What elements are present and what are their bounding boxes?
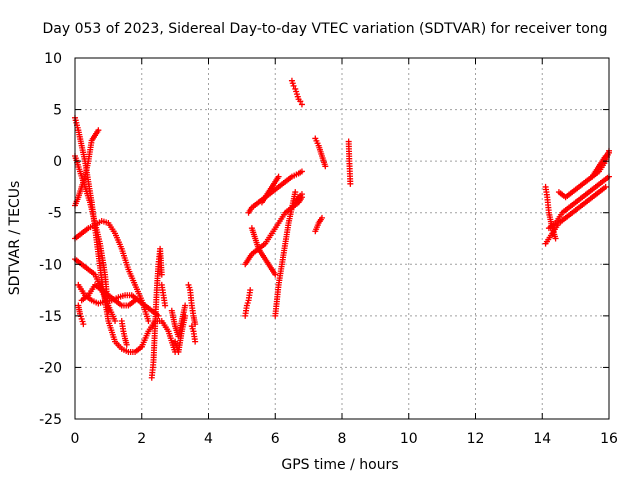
x-tick-label: 8 bbox=[338, 431, 347, 447]
y-tick-label: -20 bbox=[39, 360, 62, 376]
data-series-segment bbox=[188, 323, 199, 345]
data-point bbox=[182, 312, 189, 319]
data-series-segment bbox=[242, 287, 254, 319]
x-tick-label: 10 bbox=[400, 431, 418, 447]
data-series-segment bbox=[545, 173, 612, 232]
y-tick-label: -15 bbox=[39, 309, 62, 325]
data-point bbox=[247, 287, 254, 294]
data-series-segment bbox=[185, 281, 199, 328]
y-tick-label: -25 bbox=[39, 412, 62, 428]
x-tick-label: 4 bbox=[204, 431, 213, 447]
data-point bbox=[297, 98, 304, 105]
y-tick-label: 0 bbox=[53, 154, 62, 170]
x-tick-label: 16 bbox=[600, 431, 618, 447]
data-series-segment bbox=[345, 138, 354, 187]
data-series-segment bbox=[248, 225, 279, 278]
data-point bbox=[292, 189, 299, 196]
x-tick-label: 6 bbox=[271, 431, 280, 447]
data-point bbox=[192, 321, 199, 328]
data-point bbox=[80, 321, 87, 328]
y-tick-labels: 10 5 0 -5 -10 -15 -20 -25 bbox=[39, 51, 62, 428]
data-point bbox=[158, 271, 165, 278]
x-axis-label: GPS time / hours bbox=[281, 457, 398, 473]
y-tick-label: 10 bbox=[44, 51, 62, 67]
grid-lines bbox=[75, 58, 609, 419]
x-tick-label: 14 bbox=[533, 431, 551, 447]
data-series-segment bbox=[72, 127, 102, 209]
x-tick-labels: 0 2 4 6 8 10 12 14 16 bbox=[71, 431, 618, 447]
data-point bbox=[298, 191, 305, 198]
x-tick-label: 0 bbox=[71, 431, 80, 447]
data-point bbox=[290, 82, 297, 89]
data-point bbox=[182, 302, 189, 309]
data-series-segment bbox=[148, 245, 165, 381]
data-point bbox=[123, 341, 130, 348]
data-point bbox=[145, 318, 152, 325]
data-series-segment bbox=[172, 312, 189, 355]
data-series-segment bbox=[118, 318, 130, 348]
data-series-segment bbox=[542, 183, 609, 247]
data-point bbox=[132, 297, 139, 304]
data-point bbox=[95, 127, 102, 134]
data-point bbox=[162, 302, 169, 309]
data-point bbox=[298, 168, 305, 175]
data-point bbox=[272, 271, 279, 278]
data-series-segment bbox=[288, 77, 305, 108]
data-point bbox=[602, 183, 609, 190]
data-series-segment bbox=[312, 135, 329, 170]
data-point bbox=[275, 173, 282, 180]
chart-title: Day 053 of 2023, Sidereal Day-to-day VTE… bbox=[42, 21, 607, 37]
data-point bbox=[552, 235, 559, 242]
data-series-segment bbox=[312, 214, 325, 235]
data-point bbox=[298, 101, 305, 108]
data-points bbox=[72, 77, 612, 381]
data-series-segment bbox=[75, 302, 87, 328]
data-series-segment bbox=[258, 173, 282, 206]
data-series-segment bbox=[78, 281, 139, 309]
x-tick-label: 12 bbox=[467, 431, 485, 447]
data-point bbox=[112, 318, 119, 325]
data-series-segment bbox=[292, 191, 305, 206]
data-series-segment bbox=[158, 281, 169, 309]
data-point bbox=[347, 180, 354, 187]
data-point bbox=[318, 214, 325, 221]
data-point bbox=[322, 163, 329, 170]
axis-ticks bbox=[74, 57, 610, 420]
y-tick-label: -10 bbox=[39, 257, 62, 273]
y-tick-label: -5 bbox=[48, 206, 62, 222]
data-series-segment bbox=[542, 183, 559, 242]
y-axis-label: SDTVAR / TECUs bbox=[7, 181, 23, 296]
y-tick-label: 5 bbox=[53, 103, 62, 119]
data-point bbox=[192, 338, 199, 345]
data-series-segment bbox=[272, 189, 299, 319]
x-tick-label: 2 bbox=[137, 431, 146, 447]
